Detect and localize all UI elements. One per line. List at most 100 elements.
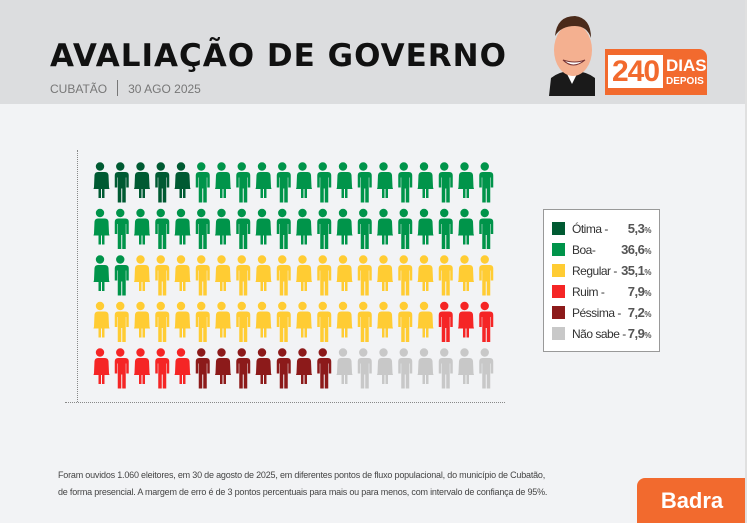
female-person-icon	[417, 208, 434, 245]
legend-swatch	[552, 243, 565, 256]
value-unit: %	[644, 226, 651, 235]
legend-item: Ótima - 5,3%	[552, 218, 651, 239]
male-person-icon	[155, 255, 170, 296]
female-person-icon	[336, 162, 353, 198]
male-person-icon	[195, 348, 210, 389]
male-person-icon	[195, 208, 210, 249]
female-person-icon	[215, 208, 231, 245]
legend-swatch	[552, 285, 565, 298]
male-person-icon	[114, 301, 129, 342]
male-person-icon	[236, 255, 251, 296]
male-person-icon	[398, 208, 413, 249]
male-person-icon	[317, 162, 332, 203]
female-person-icon	[296, 348, 312, 384]
male-person-icon	[276, 301, 291, 342]
male-person-icon	[479, 301, 494, 342]
female-person-icon	[296, 208, 312, 245]
male-person-icon	[438, 208, 453, 249]
legend-value: 7,9%	[627, 326, 652, 341]
female-person-icon	[417, 162, 434, 198]
male-person-icon	[236, 301, 251, 342]
legend-label: Ruim -	[572, 284, 605, 299]
female-person-icon	[458, 348, 474, 384]
legend-swatch	[552, 264, 565, 277]
subtitle: CUBATÃO 30 AGO 2025	[50, 80, 201, 96]
female-person-icon	[255, 255, 272, 291]
legend-swatch	[552, 222, 565, 235]
female-person-icon	[93, 208, 110, 245]
brand-logo: Badra	[637, 478, 747, 523]
male-person-icon	[479, 162, 494, 203]
value-unit: %	[644, 247, 651, 256]
legend-value: 7,9%	[627, 284, 652, 299]
value-number: 7,9	[627, 326, 645, 341]
male-person-icon	[195, 162, 210, 203]
legend-label: Regular -	[572, 263, 617, 278]
caricature-portrait	[549, 16, 595, 96]
female-person-icon	[215, 255, 231, 291]
legend-item: Péssima - 7,2%	[552, 302, 651, 323]
y-axis-line	[77, 150, 78, 402]
male-person-icon	[317, 301, 332, 342]
female-person-icon	[215, 162, 231, 198]
female-person-icon	[377, 208, 393, 245]
female-person-icon	[93, 255, 110, 291]
female-person-icon	[174, 348, 191, 384]
female-person-icon	[174, 255, 191, 291]
badge-line1: DIAS	[666, 56, 707, 75]
city: CUBATÃO	[50, 82, 108, 96]
male-person-icon	[236, 348, 251, 389]
female-person-icon	[296, 162, 312, 198]
male-person-icon	[438, 348, 453, 389]
male-person-icon	[155, 162, 170, 203]
male-person-icon	[114, 162, 129, 203]
female-person-icon	[215, 348, 231, 384]
legend-label: Não sabe -	[572, 326, 626, 341]
female-person-icon	[336, 255, 353, 291]
male-person-icon	[317, 208, 332, 249]
female-person-icon	[174, 301, 191, 338]
male-person-icon	[236, 208, 251, 249]
male-person-icon	[357, 255, 372, 296]
female-person-icon	[458, 255, 474, 291]
female-person-icon	[255, 348, 272, 384]
date: 30 AGO 2025	[128, 82, 201, 96]
female-person-icon	[377, 348, 393, 384]
legend-value: 7,2%	[628, 305, 652, 320]
male-person-icon	[155, 208, 170, 249]
male-person-icon	[357, 208, 372, 249]
legend-swatch	[552, 327, 565, 340]
male-person-icon	[398, 255, 413, 296]
female-person-icon	[336, 301, 353, 338]
female-person-icon	[174, 162, 191, 198]
value-unit: %	[644, 310, 651, 319]
female-person-icon	[296, 255, 312, 291]
female-person-icon	[134, 301, 150, 338]
legend-value: 35,1%	[621, 263, 651, 278]
male-person-icon	[236, 162, 251, 203]
male-person-icon	[479, 348, 494, 389]
male-person-icon	[195, 255, 210, 296]
female-person-icon	[417, 348, 434, 384]
legend-label: Ótima -	[572, 221, 608, 236]
female-person-icon	[377, 162, 393, 198]
female-person-icon	[255, 162, 272, 198]
female-person-icon	[458, 301, 474, 338]
divider	[117, 80, 119, 96]
note-line-1: Foram ouvidos 1.060 eleitores, em 30 de …	[58, 470, 546, 480]
male-person-icon	[276, 208, 291, 249]
male-person-icon	[317, 255, 332, 296]
male-person-icon	[195, 301, 210, 342]
female-person-icon	[458, 162, 474, 198]
value-number: 7,9	[627, 284, 645, 299]
value-number: 35,1	[621, 263, 645, 278]
edge	[745, 0, 747, 523]
female-person-icon	[134, 162, 150, 198]
legend-label: Péssima -	[572, 305, 621, 320]
male-person-icon	[357, 348, 372, 389]
legend-item: Ruim - 7,9%	[552, 281, 651, 302]
header: AVALIAÇÃO DE GOVERNO CUBATÃO 30 AGO 2025…	[0, 0, 747, 104]
legend-item: Regular - 35,1%	[552, 260, 651, 281]
male-person-icon	[276, 348, 291, 389]
